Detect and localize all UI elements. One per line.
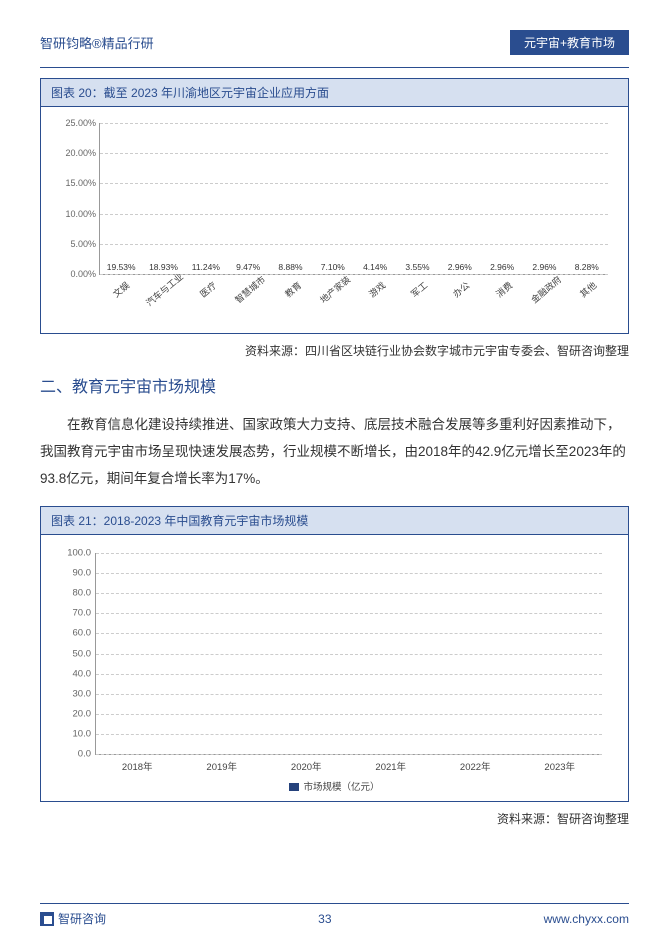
chart-x-label: 其他 [568,271,631,335]
chart-bar-value: 2.96% [490,262,514,272]
footer-brand: 智研咨询 [40,910,106,927]
chart-y-label: 25.00% [65,118,96,128]
chart-21-source: 资料来源：智研咨询整理 [40,810,629,827]
chart-y-label: 10.00% [65,209,96,219]
chart-y-label: 50.0 [73,648,92,659]
page-footer: 智研咨询 33 www.chyxx.com [40,903,629,927]
chart-20-box: 图表 20：截至 2023 年川渝地区元宇宙企业应用方面 0.00% 5.00% 1… [40,78,629,334]
chart-20: 0.00%5.00%10.00%15.00%20.00%25.00%19.53%… [55,117,614,327]
chart-y-label: 30.0 [73,688,92,699]
chart-y-label: 80.0 [73,588,92,599]
chart-x-label: 2018年 [95,759,180,773]
chart-bar-value: 3.55% [405,262,429,272]
chart-y-label: 20.00% [65,148,96,158]
chart-y-label: 0.00% [70,269,96,279]
chart-gridline [96,754,602,755]
chart-y-label: 5.00% [70,239,96,249]
header-brand: 智研钧略®精品行研 [40,33,154,52]
legend-swatch [289,783,299,791]
chart-21-legend: 市场规模（亿元） [55,779,614,793]
chart-x-label: 2019年 [180,759,265,773]
chart-bar-value: 2.96% [532,262,556,272]
header-topic: 元宇宙+教育市场 [510,30,629,55]
chart-y-label: 15.00% [65,178,96,188]
legend-label: 市场规模（亿元） [303,782,379,793]
footer-brand-text: 智研咨询 [58,910,106,927]
chart-x-label: 2022年 [433,759,518,773]
chart-y-label: 40.0 [73,668,92,679]
footer-website: www.chyxx.com [544,912,629,926]
chart-21-box: 图表 21：2018-2023 年中国教育元宇宙市场规模 0.0 10.0 20.0… [40,506,629,802]
chart-bar-value: 8.28% [575,262,599,272]
chart-y-label: 60.0 [73,628,92,639]
chart-21: 0.0 10.0 20.0 30.0 40.0 50.0 60.0 70.0 80.0 90.0 1… [55,545,614,795]
section-title: 二、教育元宇宙市场规模 [40,373,629,397]
chart-y-label: 20.0 [73,708,92,719]
chart-y-label: 90.0 [73,568,92,579]
chart-bar-value: 11.24% [192,262,220,272]
page-header: 智研钧略®精品行研 元宇宙+教育市场 [40,30,629,55]
chart-x-label: 2021年 [349,759,434,773]
chart-bar-value: 8.88% [278,262,302,272]
header-rule [40,67,629,68]
brand-logo-icon [40,912,54,926]
chart-y-label: 10.0 [73,728,92,739]
chart-bar-value: 7.10% [321,262,345,272]
chart-y-label: 100.0 [67,548,91,559]
chart-bar-value: 18.93% [149,262,178,272]
chart-21-title: 图表 21：2018-2023 年中国教育元宇宙市场规模 [41,507,628,535]
chart-y-label: 0.0 [78,749,91,760]
chart-20-title: 图表 20：截至 2023 年川渝地区元宇宙企业应用方面 [41,79,628,107]
chart-x-label: 2020年 [264,759,349,773]
chart-20-source: 资料来源：四川省区块链行业协会数字城市元宇宙专委会、智研咨询整理 [40,342,629,359]
chart-bar-value: 2.96% [448,262,472,272]
page-number: 33 [318,912,331,926]
chart-x-label: 2023年 [518,759,603,773]
chart-bar-value: 4.14% [363,262,387,272]
body-paragraph: 在教育信息化建设持续推进、国家政策大力支持、底层技术融合发展等多重利好因素推动下… [40,411,629,492]
chart-bar-value: 9.47% [236,262,260,272]
chart-y-label: 70.0 [73,608,92,619]
